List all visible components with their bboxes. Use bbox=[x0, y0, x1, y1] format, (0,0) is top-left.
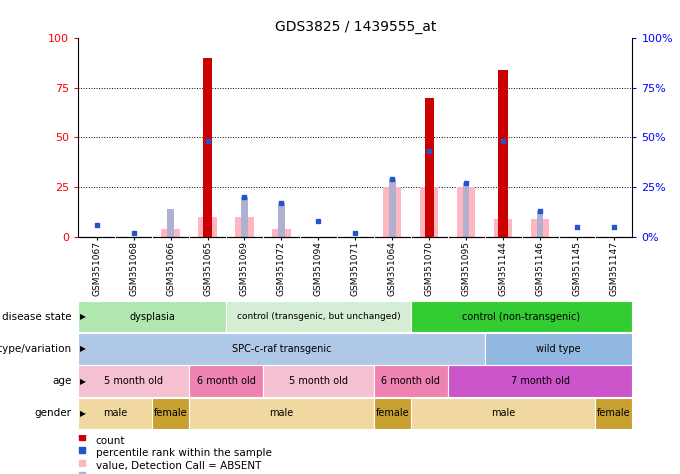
Bar bbox=[226, 301, 411, 332]
Text: count: count bbox=[96, 436, 125, 446]
Bar bbox=[374, 365, 447, 397]
Bar bbox=[203, 58, 212, 237]
Bar bbox=[537, 211, 543, 237]
Text: ▶: ▶ bbox=[80, 409, 86, 418]
Text: control (transgenic, but unchanged): control (transgenic, but unchanged) bbox=[237, 312, 400, 321]
Text: male: male bbox=[269, 408, 294, 419]
Text: 6 month old: 6 month old bbox=[197, 376, 256, 386]
Bar bbox=[498, 70, 508, 237]
Bar bbox=[278, 203, 285, 237]
Text: 6 month old: 6 month old bbox=[381, 376, 440, 386]
Bar bbox=[78, 333, 485, 365]
Bar bbox=[383, 187, 401, 237]
Bar bbox=[596, 398, 632, 429]
Text: gender: gender bbox=[35, 408, 71, 419]
Text: SPC-c-raf transgenic: SPC-c-raf transgenic bbox=[232, 344, 331, 354]
Text: wild type: wild type bbox=[537, 344, 581, 354]
Bar bbox=[167, 209, 174, 237]
Bar bbox=[189, 365, 263, 397]
Bar bbox=[272, 229, 290, 237]
Bar bbox=[411, 301, 632, 332]
Bar bbox=[389, 179, 396, 237]
Text: control (non-transgenic): control (non-transgenic) bbox=[462, 311, 581, 322]
Bar bbox=[78, 365, 189, 397]
Bar bbox=[411, 398, 596, 429]
Bar bbox=[189, 398, 374, 429]
Text: female: female bbox=[154, 408, 188, 419]
Text: ▶: ▶ bbox=[80, 345, 86, 353]
Bar bbox=[263, 365, 374, 397]
Bar bbox=[199, 217, 217, 237]
Bar bbox=[78, 398, 152, 429]
Bar bbox=[241, 197, 248, 237]
Bar bbox=[531, 219, 549, 237]
Text: dysplasia: dysplasia bbox=[129, 311, 175, 322]
Text: male: male bbox=[491, 408, 515, 419]
Text: male: male bbox=[103, 408, 127, 419]
Text: 5 month old: 5 month old bbox=[104, 376, 163, 386]
Bar bbox=[78, 301, 226, 332]
Text: percentile rank within the sample: percentile rank within the sample bbox=[96, 448, 271, 458]
Bar bbox=[485, 333, 632, 365]
Text: ▶: ▶ bbox=[80, 312, 86, 321]
Bar bbox=[494, 219, 512, 237]
Bar bbox=[463, 183, 469, 237]
Bar bbox=[420, 187, 439, 237]
Bar bbox=[374, 398, 411, 429]
Bar bbox=[447, 365, 632, 397]
Title: GDS3825 / 1439555_at: GDS3825 / 1439555_at bbox=[275, 20, 436, 34]
Bar bbox=[235, 217, 254, 237]
Bar bbox=[152, 398, 189, 429]
Text: 7 month old: 7 month old bbox=[511, 376, 570, 386]
Text: 5 month old: 5 month old bbox=[289, 376, 348, 386]
Text: disease state: disease state bbox=[2, 311, 71, 322]
Bar bbox=[424, 98, 434, 237]
Text: value, Detection Call = ABSENT: value, Detection Call = ABSENT bbox=[96, 461, 261, 471]
Text: age: age bbox=[52, 376, 71, 386]
Text: ▶: ▶ bbox=[80, 377, 86, 385]
Bar bbox=[161, 229, 180, 237]
Text: genotype/variation: genotype/variation bbox=[0, 344, 71, 354]
Bar bbox=[457, 187, 475, 237]
Text: female: female bbox=[597, 408, 631, 419]
Text: female: female bbox=[375, 408, 409, 419]
